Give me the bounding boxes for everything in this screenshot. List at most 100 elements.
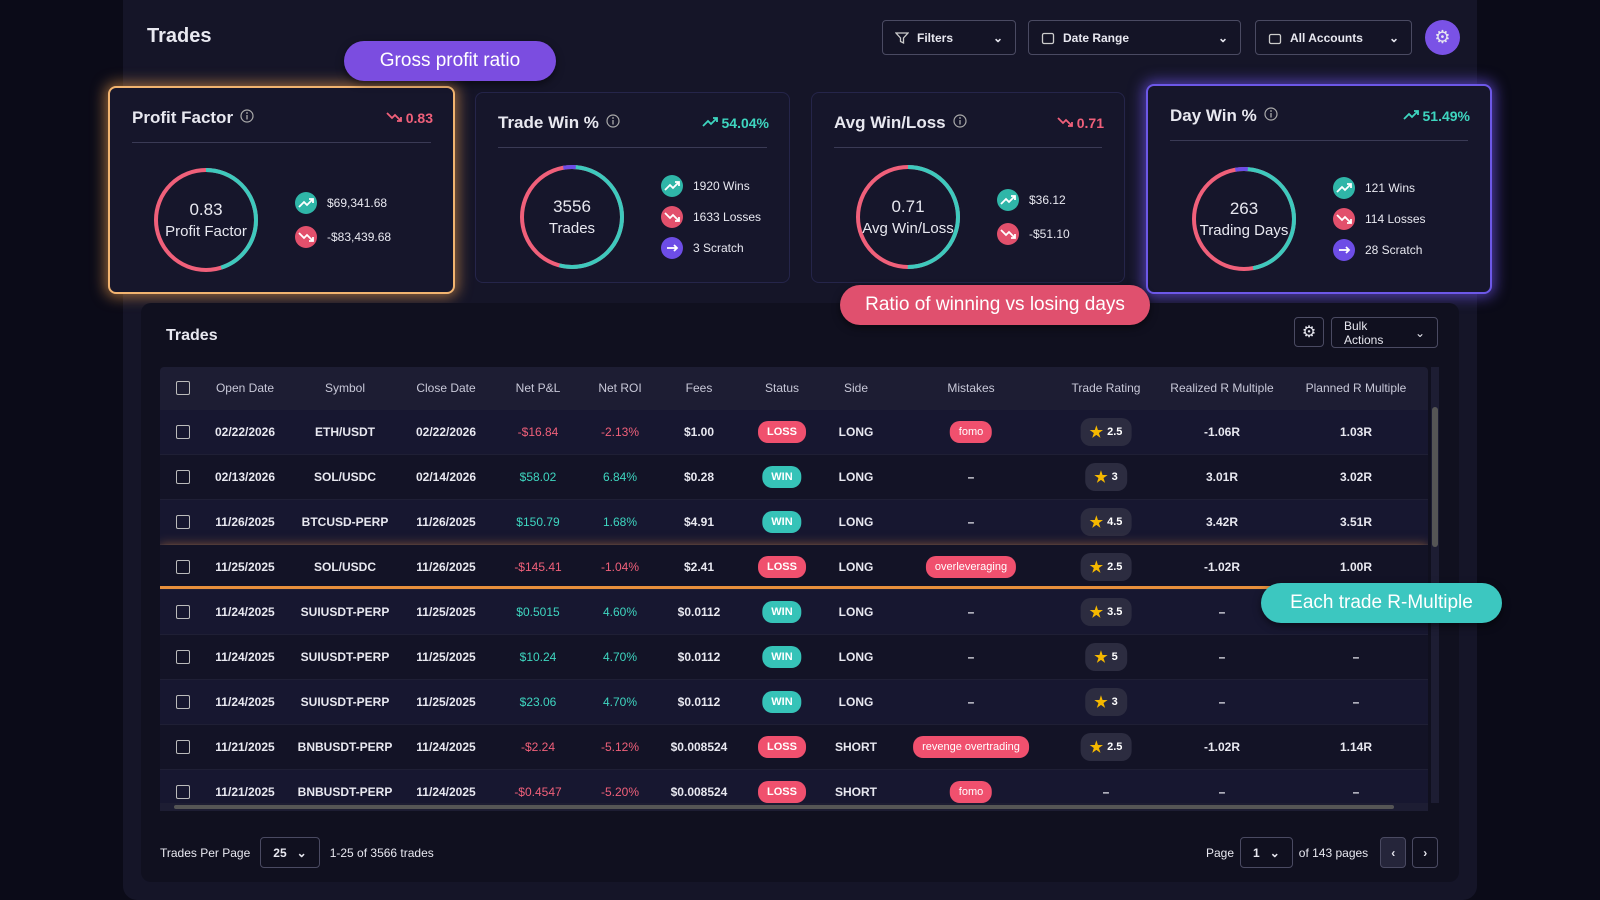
cell: $0.28 — [683, 470, 715, 484]
icon-part — [396, 117, 402, 122]
table-row[interactable]: 11/24/2025 SUIUSDT-PERP 11/25/2025 $23.06 4.… — [160, 680, 1428, 725]
cell: -$16.84 — [517, 425, 559, 439]
scroll-thumb[interactable] — [1432, 407, 1438, 547]
table-row[interactable]: 02/22/2026 ETH/USDT 02/22/2026 -$16.84 -2.13… — [160, 410, 1428, 455]
date-range-button[interactable]: Date Range ⌄ — [1028, 20, 1241, 55]
per-page-select[interactable]: 25 ⌄ — [260, 837, 320, 868]
icon-part — [1336, 214, 1352, 224]
stat: 1920 Wins — [661, 174, 750, 197]
rating-value: 5 — [1111, 651, 1118, 663]
cell: -2.13% — [600, 425, 640, 439]
cell: $58.02 — [519, 470, 557, 484]
next-page[interactable]: › — [1412, 837, 1439, 868]
icon-part — [154, 168, 258, 272]
icon-part — [664, 211, 680, 222]
stat-value: 28 Scratch — [1365, 243, 1423, 257]
card-title: Profit Factor — [132, 108, 254, 128]
rating-value: 2.5 — [1107, 741, 1123, 753]
icon-part — [606, 114, 620, 128]
scroll-thumb[interactable] — [174, 805, 1394, 809]
ring-text: 263 Trading Days — [1186, 199, 1302, 239]
cell: 11/25/2025 — [416, 650, 476, 664]
cell: LONG — [838, 560, 874, 574]
accounts-button[interactable]: All Accounts ⌄ — [1255, 20, 1412, 55]
icon-part — [1264, 107, 1278, 121]
h-scrollbar[interactable] — [160, 803, 1428, 811]
cell: $150.79 — [516, 515, 560, 529]
checkbox[interactable] — [176, 740, 190, 754]
cell: – — [1218, 605, 1226, 619]
checkbox[interactable] — [176, 515, 190, 529]
checkbox[interactable] — [176, 785, 190, 799]
checkbox[interactable] — [176, 605, 190, 619]
metric-card: Day Win % 51.49% 263 Trading Days 121 Wins 11… — [1146, 84, 1492, 294]
icon-part — [664, 211, 680, 222]
checkbox[interactable] — [176, 381, 190, 395]
ring-label: Trading Days — [1199, 222, 1289, 239]
page-label: Page — [1206, 845, 1235, 860]
metric-card: Trade Win % 54.04% 3556 Trades 1920 Wins 1633… — [475, 92, 790, 283]
table-row[interactable]: 11/21/2025 BNBUSDT-PERP 11/24/2025 -$0.4547… — [160, 770, 1428, 803]
cell: – — [1102, 785, 1110, 799]
bulk-actions-button[interactable]: Bulk Actions ⌄ — [1331, 317, 1438, 348]
icon-part — [1336, 214, 1352, 224]
icon-part — [612, 117, 614, 119]
status-pill: WIN — [762, 691, 802, 713]
stat-icon — [661, 236, 683, 259]
cell: 11/24/2025 — [416, 785, 476, 799]
table-row[interactable]: 11/24/2025 SUIUSDT-PERP 11/25/2025 $10.24 4.… — [160, 635, 1428, 680]
cell: 1.14R — [1339, 740, 1373, 754]
cell: SUIUSDT-PERP — [300, 695, 390, 709]
trend-value: 0.71 — [1076, 115, 1104, 131]
metric-card: Avg Win/Loss 0.71 0.71 Avg Win/Loss $36.12 -$… — [811, 92, 1125, 283]
icon-part — [856, 164, 960, 269]
cell: 3.51R — [1339, 515, 1373, 529]
icon-part — [1347, 183, 1352, 188]
icon-part — [664, 180, 680, 191]
table-row[interactable]: 11/25/2025 SOL/USDC 11/26/2025 -$145.41 -1.0… — [160, 545, 1428, 590]
cell: 1.03R — [1339, 425, 1373, 439]
icon-part — [1413, 110, 1419, 115]
cell: 11/26/2025 — [215, 515, 275, 529]
rating-value: 3.5 — [1107, 606, 1123, 618]
rating-pill: ★ 2.5 — [1080, 553, 1132, 581]
column-header: Net P&L — [515, 381, 561, 395]
table-settings-button[interactable]: ⚙ — [1294, 317, 1324, 347]
icon-part — [309, 198, 314, 203]
cell: $4.91 — [683, 515, 715, 529]
cell: 11/26/2025 — [416, 515, 476, 529]
cell: – — [1218, 650, 1226, 664]
checkbox[interactable] — [176, 695, 190, 709]
ring-text: 3556 Trades — [514, 197, 630, 237]
icon-part — [1192, 167, 1296, 271]
ring-text: 0.71 Avg Win/Loss — [850, 197, 966, 237]
icon-part — [1192, 167, 1296, 271]
table-row[interactable]: 11/24/2025 SUIUSDT-PERP 11/25/2025 $0.5015 4… — [160, 590, 1428, 635]
star-icon: ★ — [1089, 424, 1104, 441]
checkbox[interactable] — [176, 650, 190, 664]
checkbox[interactable] — [176, 470, 190, 484]
cell: 02/22/2026 — [214, 425, 276, 439]
cell: – — [967, 605, 975, 619]
filters-button[interactable]: Filters ⌄ — [882, 20, 1016, 55]
checkbox[interactable] — [176, 425, 190, 439]
cell: 02/14/2026 — [415, 470, 477, 484]
prev-page[interactable]: ‹ — [1380, 837, 1407, 868]
table-row[interactable]: 11/21/2025 BNBUSDT-PERP 11/24/2025 -$2.24 -5… — [160, 725, 1428, 770]
stat-icon — [661, 174, 683, 197]
cell: LONG — [838, 695, 874, 709]
chevron: ⌄ — [1388, 30, 1399, 45]
cell: – — [967, 470, 975, 484]
icon-part — [246, 112, 248, 114]
table-row[interactable]: 02/13/2026 SOL/USDC 02/14/2026 $58.02 6.84% $… — [160, 455, 1428, 500]
table-row[interactable]: 11/26/2025 BTCUSD-PERP 11/26/2025 $150.79 1.… — [160, 500, 1428, 545]
column-header: Mistakes — [947, 381, 995, 395]
ring-value: 0.83 — [189, 200, 223, 219]
checkbox[interactable] — [176, 560, 190, 574]
icon-part — [1000, 194, 1016, 205]
settings-button[interactable]: ⚙ — [1425, 20, 1460, 55]
stat-icon — [997, 188, 1019, 211]
page-select[interactable]: 1 ⌄ — [1240, 837, 1293, 868]
per-page-value: 25 — [273, 845, 287, 860]
callout: Gross profit ratio — [344, 41, 556, 81]
